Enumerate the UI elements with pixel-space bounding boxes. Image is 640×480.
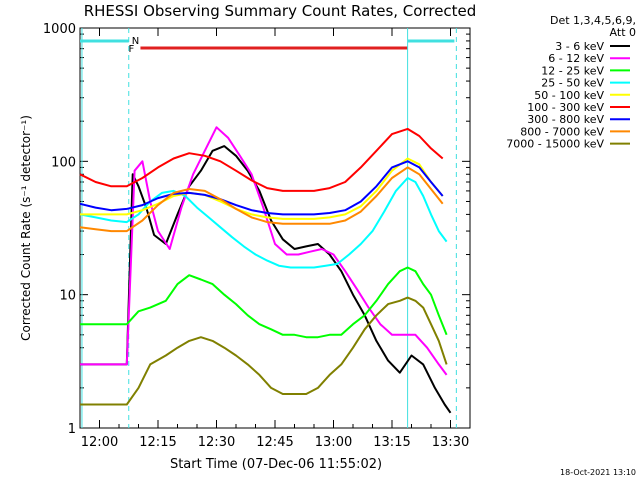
- series-line-0: [80, 145, 452, 414]
- x-tick-label: 12:00: [81, 435, 118, 450]
- y-axis: 1 10 100 1000: [43, 22, 470, 437]
- x-tick-label: 12:15: [139, 435, 176, 450]
- legend-label: 25 - 50 keV: [541, 77, 604, 90]
- legend-label: 100 - 300 keV: [527, 101, 604, 114]
- flare-flag-label: F: [128, 44, 134, 55]
- legend-label: 3 - 6 keV: [555, 40, 604, 53]
- legend-header: Att 0: [610, 26, 636, 39]
- chart-title: RHESSI Observing Summary Count Rates, Co…: [84, 2, 477, 20]
- footer-timestamp: 18-Oct-2021 13:10: [560, 468, 636, 477]
- x-tick-label: 13:00: [315, 435, 352, 450]
- x-tick-label: 13:15: [373, 435, 410, 450]
- series-line-2: [80, 266, 448, 339]
- series-line-1: [80, 126, 448, 376]
- x-tick-label: 13:30: [432, 435, 469, 450]
- series-line-8: [80, 296, 448, 406]
- series-line-5: [79, 127, 444, 192]
- legend-label: 800 - 7000 keV: [520, 125, 604, 138]
- y-tick-label: 1000: [43, 22, 76, 37]
- annotation-layer: FN: [80, 28, 457, 428]
- x-tick-label: 12:30: [198, 435, 235, 450]
- legend-label: 50 - 100 keV: [534, 89, 604, 102]
- series-line-7: [79, 166, 444, 233]
- legend-label: 12 - 25 keV: [541, 64, 604, 77]
- legend-label: 300 - 800 keV: [527, 113, 604, 126]
- y-tick-label: 100: [51, 155, 76, 170]
- y-axis-label: Corrected Count Rate (s⁻¹ detector⁻¹): [19, 115, 33, 341]
- legend-label: 7000 - 15000 keV: [506, 138, 604, 151]
- x-axis: 12:00 12:15 12:30 12:45 13:00 13:15 13:30: [79, 28, 471, 450]
- series-line-6: [79, 160, 444, 216]
- y-tick-label: 1: [68, 422, 76, 437]
- x-tick-label: 12:45: [256, 435, 293, 450]
- series-line-4: [80, 157, 444, 220]
- legend-header: Det 1,3,4,5,6,9,: [550, 14, 636, 27]
- series-line-3: [79, 177, 448, 269]
- night-flag-label: N: [132, 36, 139, 47]
- legend-label: 6 - 12 keV: [548, 52, 604, 65]
- y-tick-label: 10: [59, 289, 76, 304]
- x-axis-label: Start Time (07-Dec-06 11:55:02): [170, 457, 382, 472]
- series-layer: [79, 126, 452, 414]
